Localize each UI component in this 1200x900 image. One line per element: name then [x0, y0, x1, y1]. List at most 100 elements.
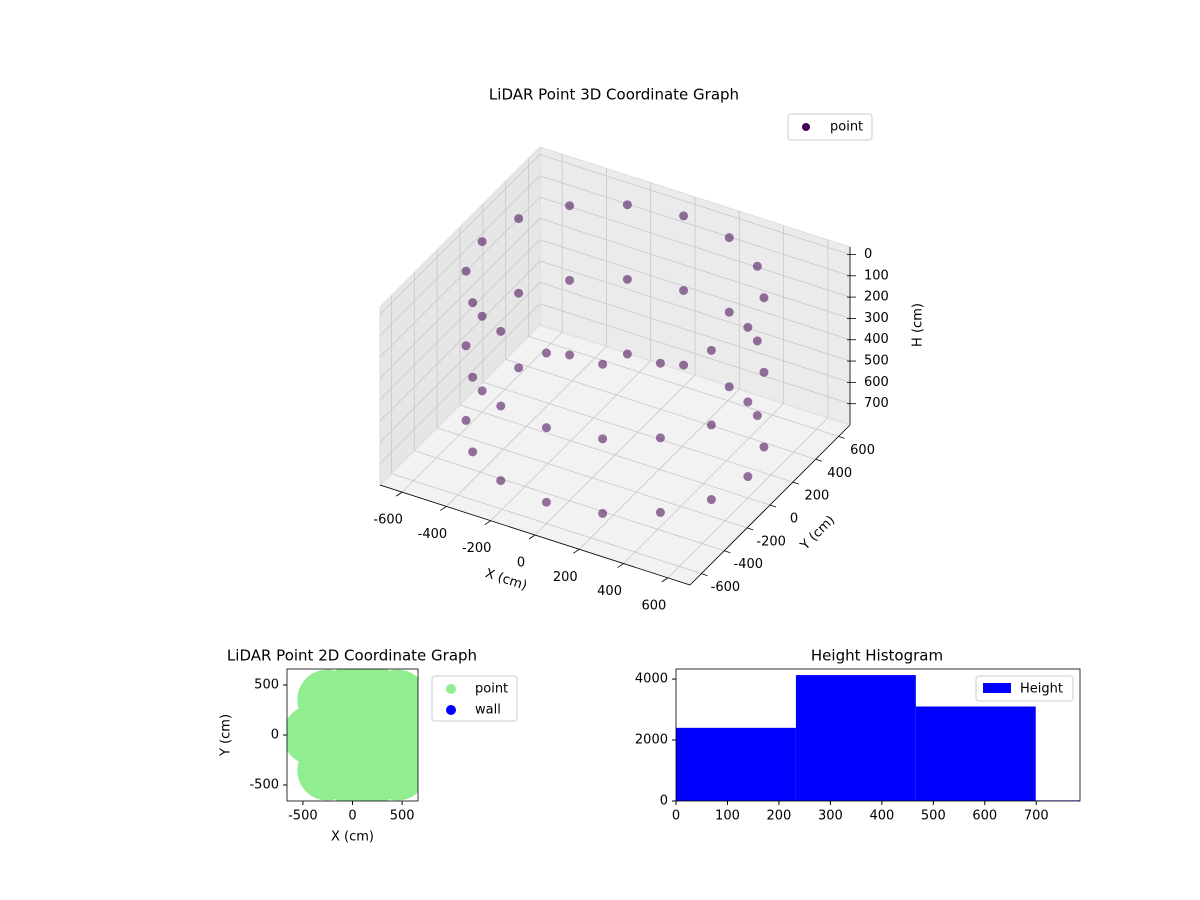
tick-mark	[701, 573, 708, 576]
grid-line	[379, 196, 541, 358]
axes-frame	[675, 668, 1081, 802]
point	[468, 372, 478, 382]
point	[514, 363, 524, 373]
x-tick-label: 400	[597, 584, 622, 599]
point	[752, 411, 762, 421]
y-tick-label: 0	[790, 512, 798, 527]
x-axis-label: X (cm)	[331, 830, 374, 845]
grid-line	[379, 154, 541, 315]
chart-title: LiDAR Point 3D Coordinate Graph	[489, 86, 739, 104]
x-tick-label: 200	[767, 809, 792, 824]
grid-line	[391, 473, 702, 574]
point	[743, 322, 753, 332]
z-tick-label: 400	[864, 332, 889, 347]
tick-mark	[573, 548, 580, 554]
point	[541, 497, 551, 507]
point	[514, 288, 524, 298]
grid-line	[539, 154, 851, 255]
y-tick-label: 4000	[635, 672, 668, 687]
point	[759, 293, 769, 303]
grid-line	[539, 218, 851, 319]
tick-mark	[815, 458, 822, 462]
point	[724, 233, 734, 243]
grid-line	[539, 281, 851, 383]
bar	[915, 706, 1036, 801]
point	[743, 397, 753, 407]
z-tick-label: 500	[864, 354, 889, 369]
plot-area	[287, 669, 418, 801]
y-tick-label: 500	[254, 678, 279, 693]
point	[706, 345, 716, 355]
y-tick-label: -200	[756, 534, 786, 549]
point	[724, 382, 734, 392]
point	[598, 359, 608, 369]
point	[752, 336, 762, 346]
y-tick-label: 2000	[635, 733, 668, 748]
z-tick-label: 600	[864, 375, 889, 390]
chart-title: LiDAR Point 2D Coordinate Graph	[227, 647, 477, 665]
grid-line	[482, 381, 793, 483]
point	[622, 274, 632, 284]
point	[541, 348, 551, 358]
legend-label: wall	[475, 703, 501, 718]
point	[655, 507, 665, 517]
grid-line	[528, 336, 839, 437]
plot-area	[676, 675, 1080, 801]
grid-line	[414, 450, 725, 552]
x-tick-label: 0	[348, 809, 356, 824]
x-tick-label: 700	[1024, 809, 1049, 824]
x-tick-label: -500	[288, 809, 318, 824]
y-tick-label: -400	[734, 557, 764, 572]
y-tick-label: 600	[850, 443, 875, 458]
point	[461, 415, 471, 425]
tick-mark	[528, 534, 536, 540]
y-axis	[689, 424, 851, 586]
grid-line	[379, 218, 541, 379]
point	[679, 286, 689, 296]
point	[598, 508, 608, 518]
point	[752, 261, 762, 271]
legend-marker	[446, 705, 456, 715]
grid-line	[379, 239, 541, 401]
point	[679, 211, 689, 221]
grid-line	[437, 427, 748, 529]
grid-line	[539, 239, 851, 341]
point	[565, 275, 575, 285]
grid-line	[379, 303, 541, 464]
point	[468, 447, 478, 457]
point	[724, 307, 734, 317]
grid-line	[379, 282, 541, 443]
tick-mark	[661, 577, 669, 583]
point	[541, 423, 551, 433]
point	[477, 311, 487, 321]
x-tick-label: -400	[418, 527, 448, 542]
grid-line	[539, 260, 851, 362]
y-tick-label: -500	[249, 778, 279, 793]
point	[706, 495, 716, 505]
legend-marker	[446, 684, 456, 694]
point	[514, 214, 524, 224]
x-tick-label: 100	[715, 809, 740, 824]
point	[496, 476, 506, 486]
point	[622, 349, 632, 359]
x-tick-label: 500	[921, 809, 946, 824]
grid-line	[539, 303, 851, 405]
x-tick-label: 200	[553, 570, 578, 585]
y-tick-label: 0	[660, 794, 668, 809]
tick-mark	[484, 520, 491, 526]
grid-line	[539, 196, 851, 298]
z-tick-label: 0	[864, 247, 872, 262]
legend-box	[431, 675, 518, 722]
chart-title: Height Histogram	[811, 647, 943, 665]
point	[468, 298, 478, 308]
tick-mark	[747, 527, 754, 531]
y-tick-label: 400	[827, 466, 852, 481]
point	[496, 326, 506, 336]
grid-line	[379, 260, 541, 422]
point	[477, 237, 487, 247]
x-tick-label: 0	[517, 556, 525, 571]
point	[706, 420, 716, 430]
point	[565, 201, 575, 211]
z-tick-label: 700	[864, 396, 889, 411]
